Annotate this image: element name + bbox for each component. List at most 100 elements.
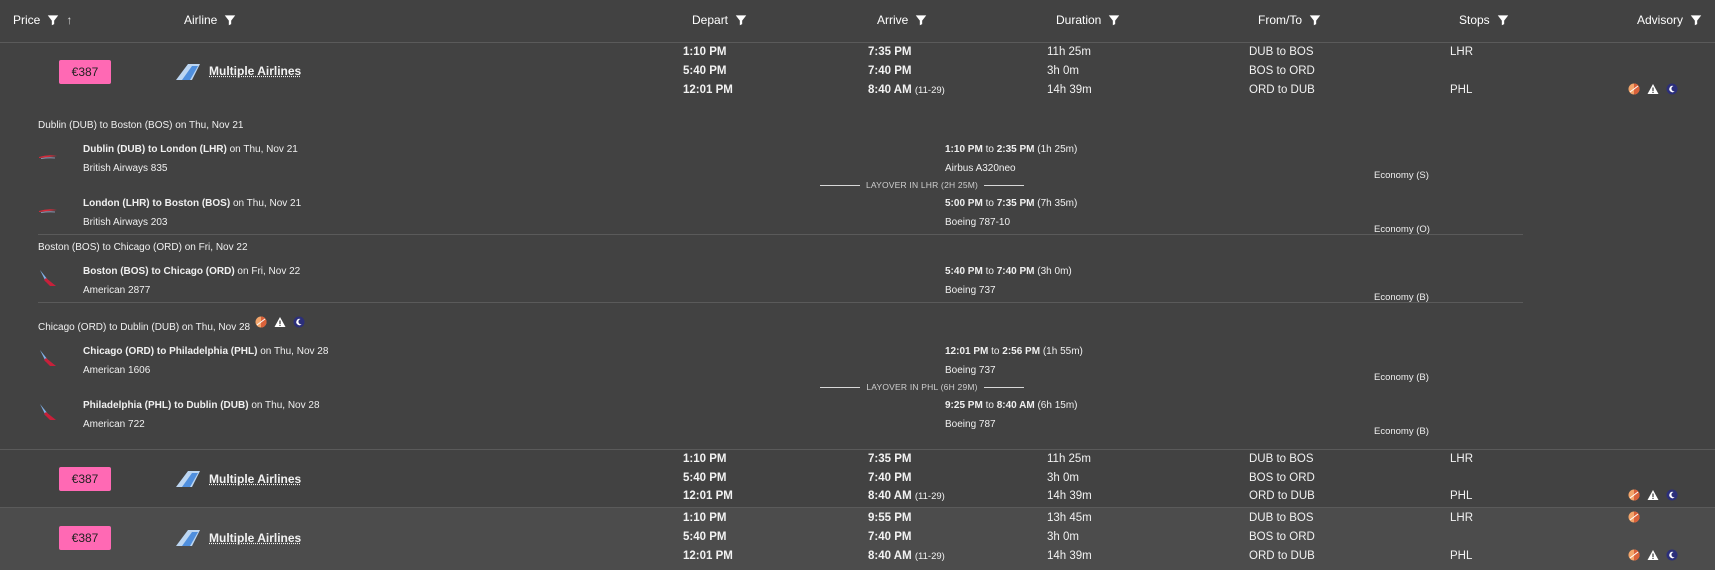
fare-class: Economy (B) <box>1374 372 1429 383</box>
depart-column-header[interactable]: Depart <box>692 13 752 27</box>
filter-icon[interactable] <box>1496 13 1510 27</box>
flight-number: American 722 <box>83 419 145 430</box>
trip-title: Dublin (DUB) to Boston (BOS) on Thu, Nov… <box>38 120 243 131</box>
segment-route: Boston (BOS) to Chicago (ORD) on Fri, No… <box>83 266 300 277</box>
night-icon[interactable] <box>1666 489 1678 501</box>
duration-column-header[interactable]: Duration <box>1056 13 1125 27</box>
daylight-icon[interactable] <box>1628 511 1640 523</box>
airline-column-header[interactable]: Airline <box>184 13 241 27</box>
flight-number: British Airways 203 <box>83 217 167 228</box>
fare-class: Economy (S) <box>1374 170 1429 181</box>
segment-times: 1:10 PM to 2:35 PM (1h 25m) <box>945 144 1077 155</box>
airline-name-link[interactable]: Multiple Airlines <box>209 64 301 78</box>
filter-icon[interactable] <box>1308 13 1322 27</box>
from-to: ORD to DUB <box>1249 84 1315 96</box>
trip-title: Chicago (ORD) to Dublin (DUB) on Thu, No… <box>38 322 250 333</box>
arrive-column-header[interactable]: Arrive <box>877 13 932 27</box>
daylight-icon[interactable] <box>1628 549 1640 561</box>
stops: LHR <box>1450 512 1473 524</box>
airline-name-link[interactable]: Multiple Airlines <box>209 472 301 486</box>
segment-route: London (LHR) to Boston (BOS) on Thu, Nov… <box>83 198 301 209</box>
advisory-icons <box>1628 511 1640 523</box>
filter-icon[interactable] <box>1689 13 1703 27</box>
arrive-date-note: (11-29) <box>915 85 945 96</box>
from-to: DUB to BOS <box>1249 512 1314 524</box>
segment-times: 12:01 PM to 2:56 PM (1h 55m) <box>945 346 1083 357</box>
from-to: ORD to DUB <box>1249 490 1315 502</box>
filter-icon[interactable] <box>1107 13 1121 27</box>
price-badge[interactable]: €387 <box>59 60 111 84</box>
airline-logo-icon <box>174 470 200 488</box>
fare-class: Economy (B) <box>1374 426 1429 437</box>
segment-times: 5:00 PM to 7:35 PM (7h 35m) <box>945 198 1077 209</box>
arrive-time: 8:40 AM (11-29) <box>868 490 945 502</box>
aircraft-type: Boeing 787-10 <box>945 217 1010 228</box>
filter-icon[interactable] <box>914 13 928 27</box>
night-icon[interactable] <box>293 316 305 328</box>
airline-name-link[interactable]: Multiple Airlines <box>209 531 301 545</box>
arrive-time: 7:35 PM <box>868 453 911 465</box>
duration: 11h 25m <box>1047 46 1091 58</box>
warning-icon[interactable] <box>1647 83 1659 95</box>
stops: PHL <box>1450 490 1472 502</box>
arrive-time: 8:40 AM (11-29) <box>868 84 945 96</box>
duration: 13h 45m <box>1047 512 1092 524</box>
price-column-header[interactable]: Price ↑ <box>13 13 72 27</box>
warning-icon[interactable] <box>274 316 286 328</box>
duration: 3h 0m <box>1047 531 1079 543</box>
night-icon[interactable] <box>1666 83 1678 95</box>
daylight-icon[interactable] <box>255 316 267 328</box>
duration: 3h 0m <box>1047 472 1079 484</box>
aircraft-type: Boeing 787 <box>945 419 996 430</box>
arrive-time: 9:55 PM <box>868 512 911 524</box>
british-airways-logo-icon <box>38 200 58 220</box>
airline-logo-icon <box>174 63 200 81</box>
depart-time: 12:01 PM <box>683 84 733 96</box>
depart-time: 5:40 PM <box>683 472 726 484</box>
american-airlines-logo-icon <box>38 348 58 368</box>
night-icon[interactable] <box>1666 549 1678 561</box>
duration: 14h 39m <box>1047 84 1092 96</box>
arrive-time: 7:40 PM <box>868 472 911 484</box>
aircraft-type: Boeing 737 <box>945 285 996 296</box>
stops: PHL <box>1450 84 1472 96</box>
from-to: ORD to DUB <box>1249 550 1315 562</box>
from-to: DUB to BOS <box>1249 453 1314 465</box>
price-badge[interactable]: €387 <box>59 467 111 491</box>
segment-route: Dublin (DUB) to London (LHR) on Thu, Nov… <box>83 144 298 155</box>
result-row[interactable]: €387 Multiple Airlines 1:10 PM 5:40 PM 1… <box>0 507 1715 570</box>
result-row[interactable]: €387 Multiple Airlines 1:10 PM 5:40 PM 1… <box>0 43 1715 107</box>
segment-route: Philadelphia (PHL) to Dublin (DUB) on Th… <box>83 400 320 411</box>
result-row[interactable]: €387 Multiple Airlines 1:10 PM 5:40 PM 1… <box>0 449 1715 507</box>
duration: 14h 39m <box>1047 550 1092 562</box>
itinerary-details: Dublin (DUB) to Boston (BOS) on Thu, Nov… <box>0 110 1715 448</box>
filter-icon[interactable] <box>223 13 237 27</box>
layover-divider: LAYOVER IN PHL (6H 29M) <box>820 382 1024 392</box>
sort-up-icon[interactable]: ↑ <box>66 13 72 27</box>
british-airways-logo-icon <box>38 146 58 166</box>
duration: 11h 25m <box>1047 453 1091 465</box>
depart-time: 5:40 PM <box>683 531 726 543</box>
from-to: BOS to ORD <box>1249 65 1315 77</box>
depart-time: 1:10 PM <box>683 512 726 524</box>
arrive-time: 7:40 PM <box>868 531 911 543</box>
from-to: BOS to ORD <box>1249 531 1315 543</box>
depart-time: 12:01 PM <box>683 550 733 562</box>
layover-divider: LAYOVER IN LHR (2H 25M) <box>820 180 1024 190</box>
stops: PHL <box>1450 550 1472 562</box>
advisory-icons <box>255 316 305 328</box>
price-badge[interactable]: €387 <box>59 526 111 550</box>
daylight-icon[interactable] <box>1628 489 1640 501</box>
daylight-icon[interactable] <box>1628 83 1640 95</box>
filter-icon[interactable] <box>46 13 60 27</box>
warning-icon[interactable] <box>1647 489 1659 501</box>
advisory-icons <box>1628 83 1678 95</box>
stops-column-header[interactable]: Stops <box>1459 13 1514 27</box>
fromto-column-header[interactable]: From/To <box>1258 13 1326 27</box>
warning-icon[interactable] <box>1647 549 1659 561</box>
filter-icon[interactable] <box>734 13 748 27</box>
depart-time: 5:40 PM <box>683 65 726 77</box>
arrive-time: 8:40 AM (11-29) <box>868 550 945 562</box>
advisory-column-header[interactable]: Advisory <box>1637 13 1707 27</box>
divider <box>38 234 1523 235</box>
